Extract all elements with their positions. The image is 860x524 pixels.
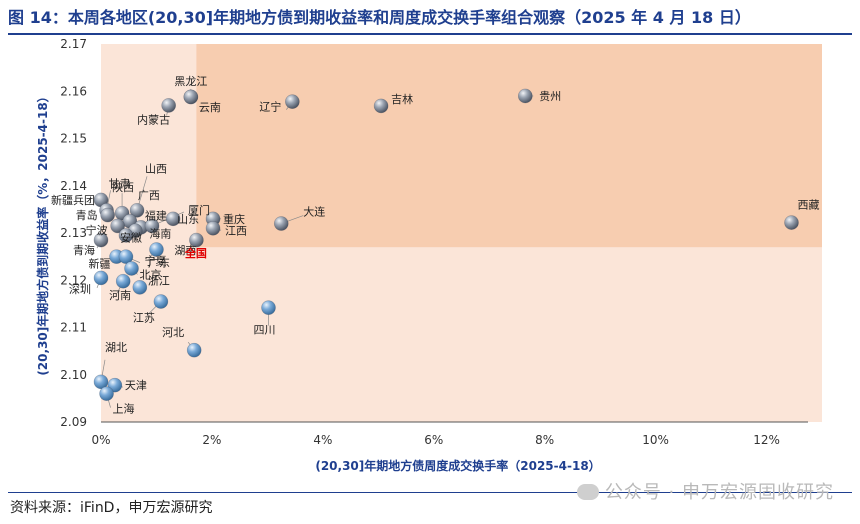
high-yield-region xyxy=(196,44,822,248)
scatter-chart: 2.09 2.10 2.11 2.12 2.13 2.14 2.15 2.16 2.17 0% 2… xyxy=(35,37,822,473)
point-label: 河北 xyxy=(162,326,184,339)
y-tick-label: 2.17 xyxy=(60,37,87,51)
point-label: 深圳 xyxy=(69,283,91,296)
data-point xyxy=(93,374,109,390)
point-label: 新疆 xyxy=(89,257,111,271)
x-tick-label: 4% xyxy=(313,433,332,447)
point-label: 湖北 xyxy=(105,341,127,354)
data-point xyxy=(273,216,289,231)
y-tick-label: 2.11 xyxy=(60,321,87,335)
x-tick-label: 10% xyxy=(642,433,669,447)
point-label: 海南 xyxy=(149,227,171,241)
data-point xyxy=(115,273,131,289)
point-label: 大连 xyxy=(303,205,325,219)
point-label: 山东 xyxy=(177,213,199,226)
point-label: 天津 xyxy=(125,379,147,392)
point-label: 甘肃 xyxy=(109,177,131,190)
watermark-text: 公众号 · 申万宏源固收研究 xyxy=(604,482,834,503)
x-axis-ticks: 0% 2% 4% 6% 8% 10% 12% xyxy=(91,433,779,447)
point-label: 广东 xyxy=(148,257,170,270)
data-point xyxy=(124,261,139,276)
point-label: 安徽 xyxy=(120,230,142,244)
title-rule xyxy=(8,33,852,35)
data-point xyxy=(132,280,148,295)
data-point xyxy=(100,207,115,223)
data-point xyxy=(153,294,169,309)
x-tick-label: 0% xyxy=(91,433,110,447)
data-point xyxy=(118,249,134,264)
point-label: 陕西 xyxy=(112,180,134,194)
footer-rule xyxy=(8,492,852,493)
point-label: 山西 xyxy=(145,162,167,175)
data-point xyxy=(784,215,799,230)
data-points xyxy=(93,88,799,401)
y-axis-title: (20,30]年期地方债到期收益率（%，2025-4-18） xyxy=(35,90,50,375)
y-tick-label: 2.12 xyxy=(60,273,87,287)
figure-title: 图 14：本周各地区(20,30]年期地方债到期收益率和周度成交换手率组合观察（… xyxy=(8,8,751,27)
data-point xyxy=(161,98,176,113)
point-label: 青海 xyxy=(73,243,95,257)
point-label: 新疆兵团 xyxy=(51,193,95,207)
point-label: 辽宁 xyxy=(259,100,281,114)
y-tick-label: 2.16 xyxy=(60,84,87,98)
point-label: 黑龙江 xyxy=(174,75,207,88)
data-point xyxy=(149,242,164,257)
point-label: 上海 xyxy=(113,402,135,416)
y-tick-label: 2.15 xyxy=(60,132,87,146)
data-point xyxy=(118,228,134,243)
point-label: 宁波 xyxy=(86,223,108,237)
data-point xyxy=(129,203,145,218)
data-point xyxy=(110,218,125,234)
data-point xyxy=(93,232,109,248)
y-axis-ticks: 2.09 2.10 2.11 2.12 2.13 2.14 2.15 2.16 2.17 xyxy=(60,37,87,429)
point-label: 河南 xyxy=(109,289,131,302)
point-label: 内蒙古 xyxy=(137,112,170,126)
point-label: 吉林 xyxy=(391,92,413,106)
data-point xyxy=(517,88,533,104)
y-tick-label: 2.14 xyxy=(60,179,87,193)
y-tick-label: 2.09 xyxy=(60,415,87,429)
point-label: 贵州 xyxy=(539,90,561,103)
watermark: 公众号 · 申万宏源固收研究 xyxy=(576,478,834,504)
y-tick-label: 2.10 xyxy=(60,368,87,382)
point-label: 西藏 xyxy=(797,199,819,212)
x-tick-label: 8% xyxy=(535,433,554,447)
point-label: 北京 xyxy=(140,267,162,281)
x-tick-label: 12% xyxy=(753,433,780,447)
source-note: 资料来源：iFinD，申万宏源研究 xyxy=(10,500,213,516)
data-point xyxy=(186,342,202,358)
point-label: 浙江 xyxy=(148,274,170,287)
data-point xyxy=(189,232,204,248)
point-label: 四川 xyxy=(253,324,275,337)
point-label: 厦门 xyxy=(188,203,210,217)
data-point xyxy=(144,218,160,234)
data-point xyxy=(183,89,199,105)
data-point xyxy=(285,94,300,109)
point-label: 江苏 xyxy=(133,312,155,325)
x-tick-label: 6% xyxy=(424,433,443,447)
point-label: 全国 xyxy=(184,246,207,260)
data-point xyxy=(373,98,389,114)
point-label: 福建 xyxy=(145,208,167,222)
data-point xyxy=(99,386,114,401)
x-axis-title: (20,30]年期地方债周度成交换手率（2025-4-18） xyxy=(315,458,600,473)
data-point xyxy=(165,211,181,227)
y-tick-label: 2.13 xyxy=(60,226,87,240)
data-point xyxy=(261,300,276,315)
point-label: 云南 xyxy=(199,101,221,114)
data-point xyxy=(205,220,221,236)
point-label: 湖南 xyxy=(174,244,196,257)
point-label: 宁夏 xyxy=(144,254,166,268)
wechat-icon xyxy=(576,484,599,500)
point-label: 广西 xyxy=(138,189,160,202)
point-label: 青岛 xyxy=(76,208,98,222)
point-label: 重庆 xyxy=(223,212,245,226)
data-point xyxy=(93,270,109,286)
point-label: 江西 xyxy=(225,224,247,237)
x-tick-label: 2% xyxy=(202,433,221,447)
